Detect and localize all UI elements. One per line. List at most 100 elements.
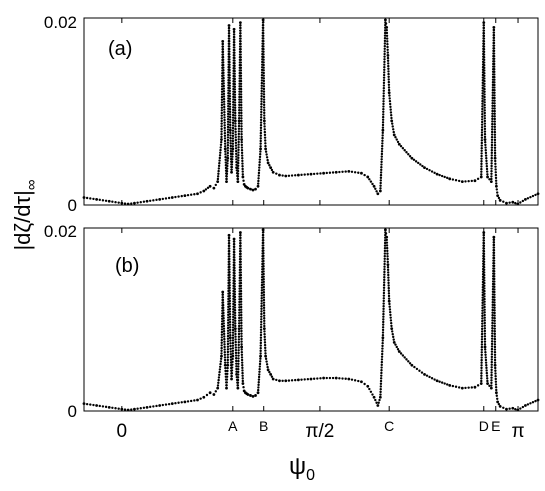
data-point-interp <box>231 129 235 132</box>
data-point-interp <box>494 165 497 168</box>
panel-b-ytick-max: 0.02 <box>44 222 77 241</box>
data-point-interp <box>237 124 241 128</box>
data-point-interp <box>490 172 493 175</box>
data-point <box>360 171 363 175</box>
data-point-interp <box>233 67 236 70</box>
data-point-interp <box>260 318 263 321</box>
data-point-interp <box>386 59 390 62</box>
data-point-interp <box>381 352 384 356</box>
data-point-interp <box>193 193 196 196</box>
data-point-interp <box>387 70 390 73</box>
data-point-interp <box>240 130 243 133</box>
data-point-interp <box>234 111 237 115</box>
data-point-interp <box>262 291 266 294</box>
data-point-interp <box>231 145 235 148</box>
data-point-interp <box>228 66 231 69</box>
data-point-interp <box>240 154 244 157</box>
data-point-interp <box>493 141 497 144</box>
data-point-interp <box>493 293 496 296</box>
data-point-interp <box>233 80 236 83</box>
data-point-interp <box>262 265 265 268</box>
data-point-interp <box>262 309 266 312</box>
data-point-interp <box>240 337 243 341</box>
data-point-interp <box>224 153 227 156</box>
data-point-interp <box>481 309 484 312</box>
data-point-interp <box>221 42 224 46</box>
data-point-interp <box>377 401 380 404</box>
data-point-interp <box>241 167 244 171</box>
data-point-interp <box>216 175 220 178</box>
data-point-interp <box>493 81 496 84</box>
data-point-interp <box>389 316 392 319</box>
data-point-interp <box>485 371 489 375</box>
data-point-interp <box>104 405 108 409</box>
data-point-interp <box>391 125 394 128</box>
data-point-interp <box>493 117 496 121</box>
data-point-interp <box>259 126 263 130</box>
data-point-interp <box>490 128 494 131</box>
data-point-interp <box>231 137 235 140</box>
data-point-interp <box>259 124 263 127</box>
data-point-interp <box>237 340 241 344</box>
data-point-interp <box>266 158 269 162</box>
data-point-interp <box>228 284 231 287</box>
data-point-interp <box>226 164 229 168</box>
data-point <box>236 386 240 390</box>
data-point-interp <box>264 150 268 153</box>
data-point-interp <box>480 123 484 126</box>
data-point-interp <box>262 61 265 64</box>
data-point-interp <box>220 119 223 123</box>
data-point-interp <box>262 79 266 83</box>
data-point-interp <box>493 107 496 110</box>
data-point-interp <box>233 93 237 96</box>
data-point-interp <box>383 65 386 69</box>
data-point-interp <box>386 268 390 272</box>
data-point-interp <box>383 270 386 274</box>
data-point-interp <box>235 365 238 368</box>
data-point <box>381 128 385 132</box>
data-point-interp <box>483 93 486 96</box>
data-point-interp <box>223 348 226 351</box>
data-point-interp <box>380 168 383 172</box>
data-point-interp <box>240 361 244 364</box>
data-point <box>492 235 496 239</box>
data-point-interp <box>260 108 263 111</box>
data-point-interp <box>262 47 265 51</box>
data-point-interp <box>382 307 385 311</box>
data-point-interp <box>492 262 496 265</box>
data-point-interp <box>382 81 386 85</box>
data-point-interp <box>226 133 230 137</box>
data-point-interp <box>483 82 486 85</box>
data-point-interp <box>263 122 266 125</box>
data-point-interp <box>384 232 388 235</box>
data-point-interp <box>328 376 332 380</box>
data-point-interp <box>260 299 263 303</box>
data-point-interp <box>220 333 224 336</box>
data-point-interp <box>260 95 263 98</box>
data-point-interp <box>259 142 262 145</box>
data-point-interp <box>214 183 217 187</box>
data-point-interp <box>261 233 265 237</box>
data-point-interp <box>433 171 436 175</box>
data-point-interp <box>263 322 266 325</box>
data-point-interp <box>219 365 222 368</box>
data-point-interp <box>399 352 403 355</box>
data-point-interp <box>228 312 232 316</box>
data-point-interp <box>223 361 227 364</box>
data-point-interp <box>495 188 498 191</box>
data-point-interp <box>223 353 227 356</box>
data-point-interp <box>238 98 241 101</box>
data-point-interp <box>493 91 496 95</box>
data-point-interp <box>230 168 233 171</box>
data-point-interp <box>425 374 429 377</box>
data-point-interp <box>491 334 494 338</box>
data-point <box>221 39 225 43</box>
data-point-interp <box>239 58 242 62</box>
data-point-interp <box>493 296 496 299</box>
data-point-interp <box>234 147 238 150</box>
data-point-interp <box>493 332 497 336</box>
data-point <box>227 24 231 27</box>
data-point <box>259 354 262 358</box>
data-point-interp <box>233 316 237 320</box>
